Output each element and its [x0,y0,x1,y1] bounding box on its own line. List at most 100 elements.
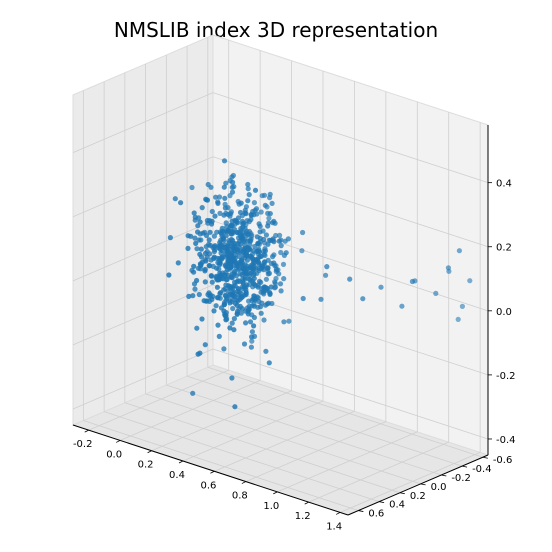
data-point [244,282,250,288]
data-point [360,296,366,302]
data-point [277,232,283,238]
data-point [269,300,275,307]
data-point [217,270,223,276]
grid-line-y [145,393,421,485]
data-point [268,284,274,290]
data-point [213,265,220,271]
data-point [281,319,287,325]
data-point [221,346,227,352]
data-point [285,236,291,242]
data-point [267,211,273,217]
data-point [245,198,251,204]
data-point [223,220,229,226]
data-point [235,286,242,292]
data-point [261,262,267,269]
data-point [278,288,284,294]
data-point [257,223,263,229]
grid-line-y [207,366,483,458]
x-tick-mark [147,450,152,454]
data-point [219,255,225,261]
data-point [227,265,233,271]
x-tick-label: 0.0 [106,449,122,460]
data-point [206,237,212,243]
data-point [221,184,227,190]
data-point [196,291,202,298]
grid-line-x [88,369,229,431]
data-point [231,258,237,264]
data-point [242,210,248,216]
data-point [265,223,271,229]
data-point [269,200,275,206]
data-point [249,255,255,262]
grid-line-z [72,348,214,410]
data-point [192,286,198,292]
data-point [178,200,184,206]
data-point [207,292,213,298]
data-point [229,189,236,195]
data-point [266,215,272,221]
data-point [222,272,228,278]
data-point [216,245,222,251]
data-point [459,303,465,309]
data-point [195,223,201,229]
data-point [232,279,238,285]
data-point [211,233,217,239]
data-point [264,301,271,307]
data-point [211,248,217,255]
data-point [228,222,234,228]
data-point [280,261,287,267]
x-tick-label: 1.4 [326,521,342,532]
data-point [223,233,229,239]
data-point [224,295,230,301]
data-point [185,233,191,239]
data-point [378,284,384,290]
y-tick-label: 0.4 [389,500,405,511]
data-point [246,270,252,276]
data-point [185,245,191,251]
tick-labels: -0.20.00.20.40.60.81.01.21.4-0.6-0.4-0.2… [73,179,516,533]
data-point [244,253,250,259]
data-point [236,230,243,236]
x-tick-mark [210,470,215,474]
data-point [222,205,228,211]
data-point [276,238,282,244]
data-point [229,184,235,190]
data-point [219,225,225,231]
data-point [300,295,306,302]
grid-line-x [182,400,324,462]
data-point [167,235,173,241]
data-point [253,206,260,212]
data-point [241,341,248,347]
data-point [212,213,218,219]
data-point [166,272,172,278]
data-point [237,303,243,309]
data-point [189,184,195,191]
x-tick-mark [273,491,278,495]
data-point [254,234,260,240]
data-point [242,262,248,268]
data-point [245,186,251,192]
data-point [243,320,249,326]
data-point [228,211,234,217]
data-point [281,276,287,282]
data-point [467,278,473,284]
x-tick-mark [335,512,341,515]
data-point [221,237,227,243]
data-point [198,237,204,243]
data-point [260,289,266,295]
data-point [227,325,233,331]
data-point [213,303,219,309]
data-point [199,205,205,211]
data-point [238,200,244,206]
data-point [260,267,267,273]
y-tick-mark [399,492,405,495]
data-point [261,236,267,243]
z-tick-label: 0.0 [496,307,512,318]
data-point [209,221,215,227]
data-point [193,240,199,246]
data-point [203,232,210,239]
x-tick-label: 0.2 [138,460,154,471]
data-point [266,289,273,295]
data-point [214,284,220,290]
